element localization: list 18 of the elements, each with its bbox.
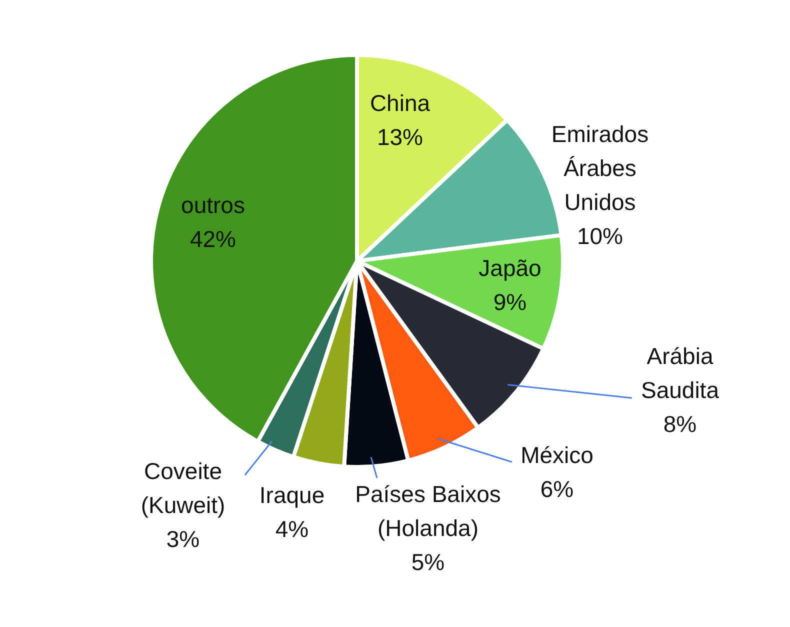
slice-label: Coveite (Kuweit) [140,458,226,518]
slice-label: México [520,442,594,468]
slice-label: outros [181,192,245,218]
data-label: 13% [376,124,424,150]
data-label: 9% [493,289,527,315]
data-label: 5% [411,549,445,575]
data-label: 6% [540,476,574,502]
data-label: 3% [166,526,200,552]
data-label: 4% [275,516,309,542]
slice-label: Arábia Saudita [640,343,720,403]
slice-label: Emirados Árabes Unidos [551,121,649,215]
slice-label: Japão [478,255,542,281]
slice-label: China [370,90,430,116]
data-label: 10% [576,223,624,249]
slice-label: Iraque [259,482,325,508]
data-label: 8% [663,411,697,437]
slice-label: Países Baixos (Holanda) [355,481,501,541]
data-label: 42% [190,226,236,252]
